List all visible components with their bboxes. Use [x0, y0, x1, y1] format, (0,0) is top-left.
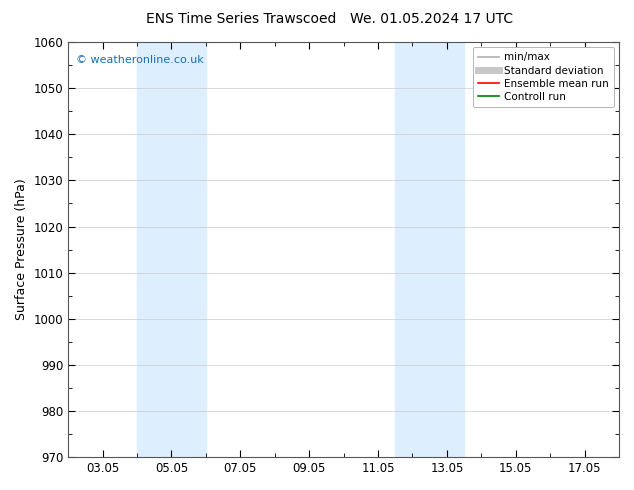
Text: © weatheronline.co.uk: © weatheronline.co.uk: [77, 54, 204, 65]
Text: ENS Time Series Trawscoed: ENS Time Series Trawscoed: [146, 12, 336, 26]
Bar: [137, 42, 206, 457]
Bar: [395, 42, 464, 457]
Text: We. 01.05.2024 17 UTC: We. 01.05.2024 17 UTC: [349, 12, 513, 26]
Legend: min/max, Standard deviation, Ensemble mean run, Controll run: min/max, Standard deviation, Ensemble me…: [472, 47, 614, 107]
Y-axis label: Surface Pressure (hPa): Surface Pressure (hPa): [15, 179, 28, 320]
